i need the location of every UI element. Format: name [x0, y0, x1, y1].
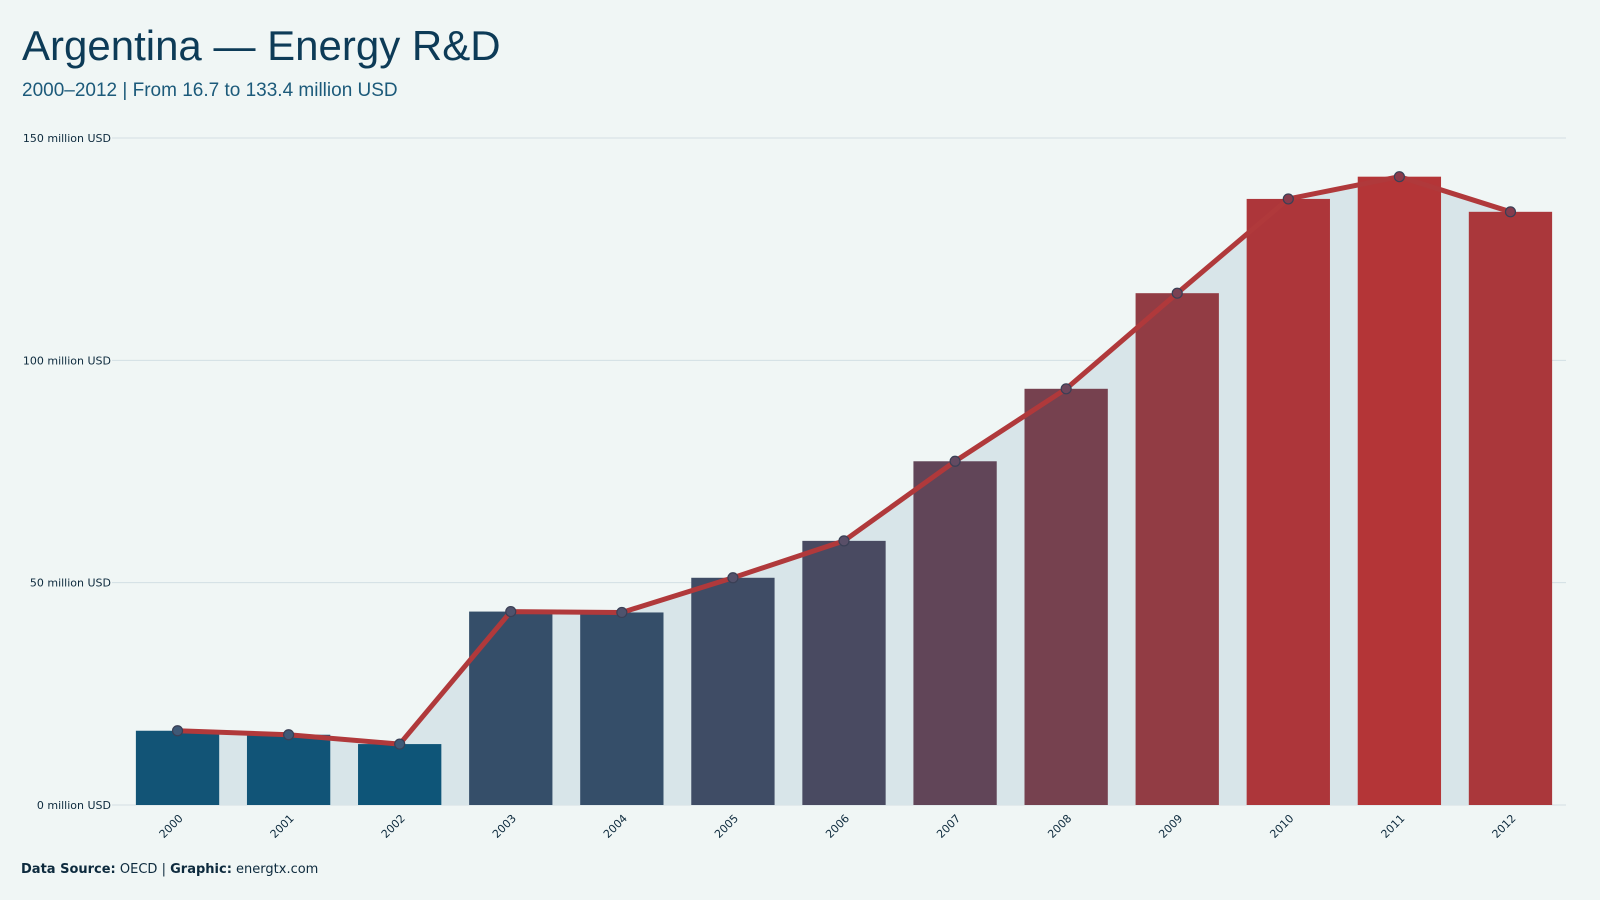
x-tick-label: 2003: [490, 812, 519, 841]
bar-2004: [580, 612, 664, 805]
source-label: Data Source:: [21, 862, 116, 877]
x-tick-label: 2007: [934, 812, 963, 841]
bar-2003: [469, 611, 553, 805]
markers: [171, 171, 1517, 750]
marker-2000: [171, 725, 184, 737]
y-tick-label: 150 million USD: [23, 132, 111, 145]
footer-separator: |: [161, 862, 166, 877]
marker-2009: [1171, 287, 1183, 299]
graphic-label: Graphic:: [170, 862, 232, 877]
x-tick-label: 2000: [157, 812, 186, 841]
marker-2003: [505, 605, 517, 618]
bar-2001: [246, 734, 331, 805]
marker-2002: [394, 738, 406, 750]
bar-2000: [135, 730, 220, 805]
x-tick-label: 2004: [601, 812, 630, 841]
footer: Data Source: OECD | Graphic: energtx.com: [21, 862, 318, 877]
chart-subtitle: 2000–2012 | From 16.7 to 133.4 million U…: [22, 80, 398, 101]
marker-2001: [283, 729, 295, 741]
y-tick-label: 0 million USD: [37, 799, 111, 812]
bar-2007: [913, 461, 997, 805]
x-tick-label: 2005: [712, 812, 741, 841]
marker-2006: [838, 535, 850, 547]
bar-2006: [802, 540, 886, 805]
x-axis-ticks: 2000 2001 2002 2003 2004 2005 2006 2007 2008 2009…: [157, 812, 1519, 841]
y-tick-label: 100 million USD: [23, 354, 111, 367]
bar-2002: [358, 744, 442, 805]
marker-2010: [1282, 193, 1294, 205]
x-tick-label: 2002: [379, 812, 408, 841]
marker-2011: [1393, 171, 1405, 183]
bar-2011: [1357, 176, 1442, 805]
bar-2008: [1024, 388, 1108, 805]
x-tick-label: 2010: [1267, 812, 1296, 841]
bar-2010: [1246, 198, 1330, 806]
marker-2005: [727, 572, 739, 584]
y-axis-ticks: 0 million USD 50 million USD 100 million U…: [23, 132, 111, 812]
x-tick-label: 2006: [823, 812, 852, 841]
marker-2004: [616, 606, 628, 619]
x-tick-label: 2009: [1156, 812, 1185, 841]
x-tick-label: 2011: [1379, 812, 1408, 841]
bars: [135, 176, 1553, 806]
graphic-value: energtx.com: [236, 862, 319, 877]
bar-2005: [691, 577, 775, 805]
source-value: OECD: [119, 862, 158, 877]
x-tick-label: 2008: [1045, 812, 1074, 841]
x-tick-label: 2001: [268, 812, 297, 841]
chart-title: Argentina — Energy R&D: [22, 22, 501, 69]
marker-2008: [1060, 383, 1072, 395]
marker-2012: [1504, 206, 1517, 218]
bar-2009: [1135, 293, 1219, 805]
marker-2007: [949, 455, 961, 467]
x-tick-label: 2012: [1490, 812, 1519, 841]
y-tick-label: 50 million USD: [30, 577, 111, 590]
bar-2012: [1468, 211, 1553, 805]
